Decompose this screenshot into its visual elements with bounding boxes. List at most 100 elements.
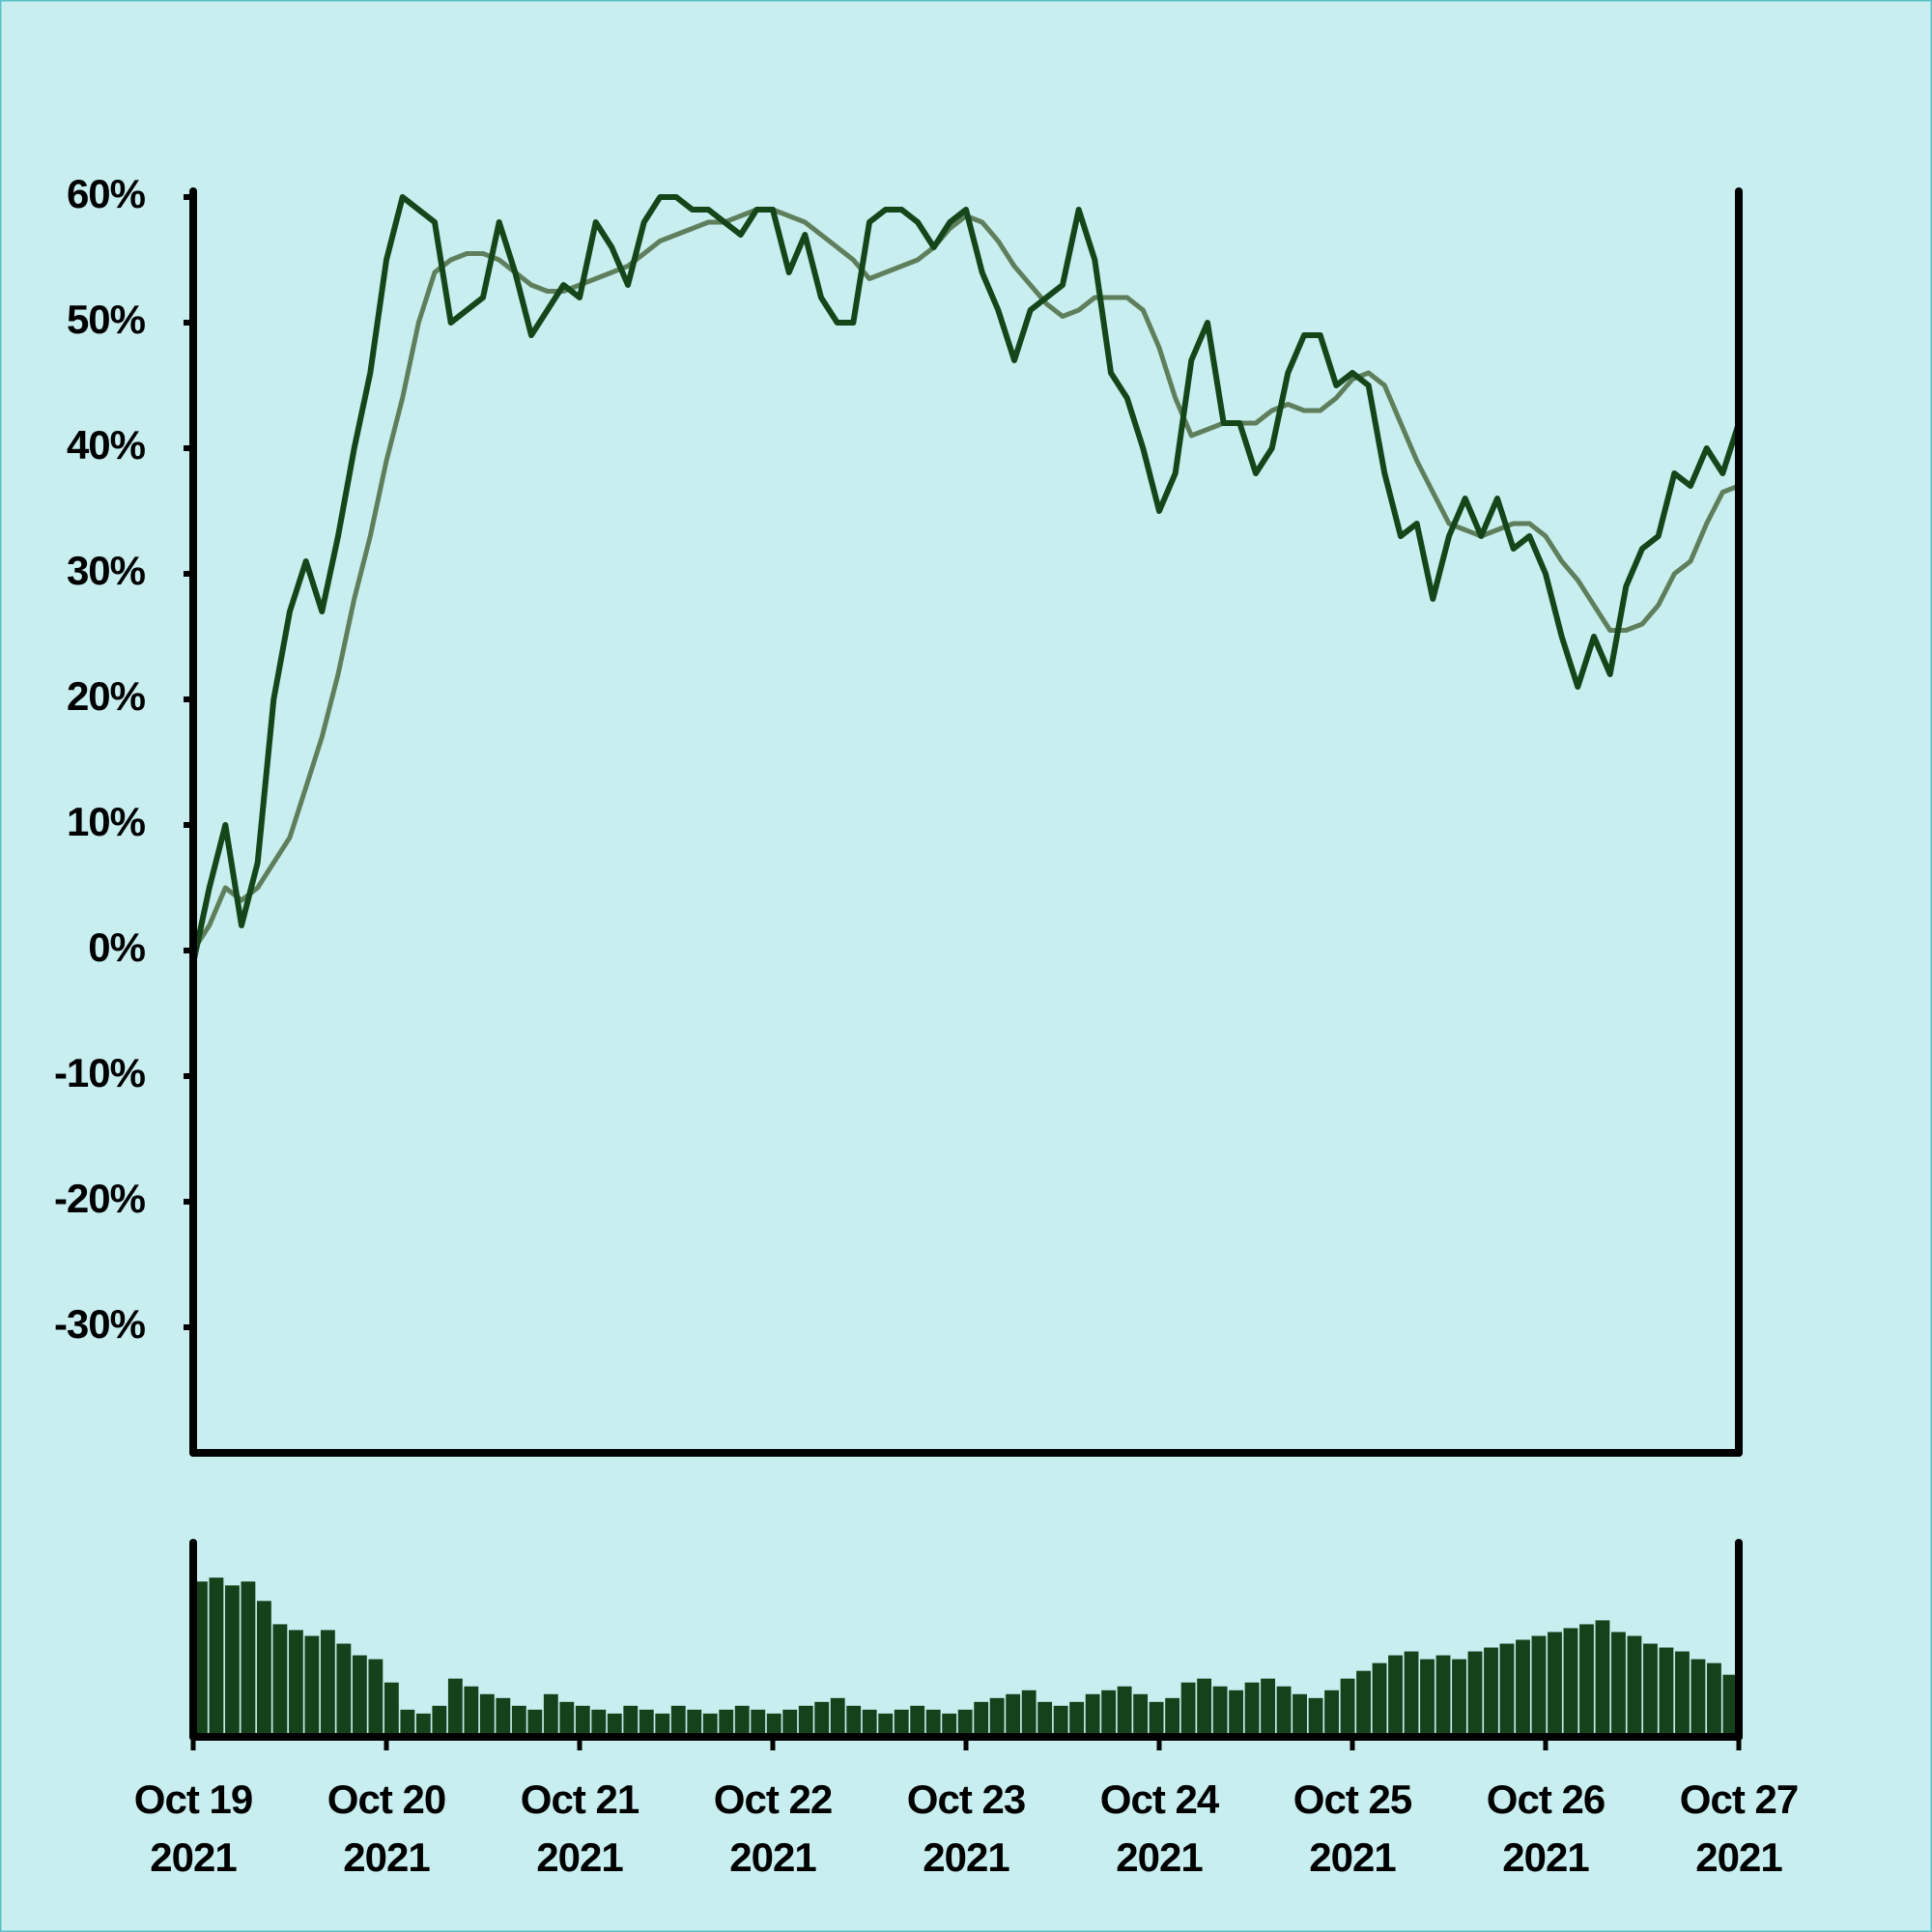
volume-bar	[575, 1705, 590, 1737]
volume-bar	[957, 1709, 973, 1737]
volume-bar	[1467, 1651, 1483, 1737]
volume-bar	[1531, 1635, 1547, 1737]
volume-bar	[655, 1713, 670, 1737]
volume-bar	[1053, 1705, 1068, 1737]
volume-bar	[1435, 1655, 1451, 1737]
y-tick-label: 30%	[67, 548, 146, 593]
volume-bar	[751, 1709, 766, 1737]
volume-bar	[878, 1713, 894, 1737]
volume-bar	[1595, 1620, 1610, 1737]
volume-bar	[894, 1709, 909, 1737]
volume-bar	[670, 1705, 686, 1737]
volume-bar	[702, 1713, 718, 1737]
x-tick-label: Oct 19	[134, 1776, 252, 1822]
volume-bar	[974, 1701, 989, 1737]
volume-bar	[1276, 1686, 1292, 1737]
volume-bar	[782, 1709, 798, 1737]
volume-bar	[224, 1585, 240, 1737]
volume-bar	[464, 1686, 479, 1737]
volume-bar	[511, 1705, 526, 1737]
volume-bar	[798, 1705, 813, 1737]
volume-bar	[623, 1705, 639, 1737]
x-tick-label: Oct 26	[1487, 1776, 1605, 1822]
volume-bar	[432, 1705, 447, 1737]
x-tick-label: 2021	[729, 1834, 816, 1880]
volume-bar	[1452, 1659, 1466, 1737]
volume-bar	[1707, 1662, 1721, 1737]
volume-bar	[527, 1709, 543, 1737]
volume-bar	[384, 1682, 399, 1737]
volume-bar	[496, 1697, 511, 1737]
volume-bar	[1197, 1678, 1212, 1737]
volume-bar	[1659, 1647, 1674, 1737]
volume-bar	[830, 1697, 845, 1737]
x-tick-label: 2021	[343, 1834, 430, 1880]
y-tick-label: -20%	[54, 1176, 146, 1221]
x-tick-label: 2021	[923, 1834, 1009, 1880]
volume-bar	[1340, 1678, 1355, 1737]
volume-bar	[639, 1709, 654, 1737]
volume-bar	[1101, 1690, 1117, 1737]
x-tick-label: Oct 22	[714, 1776, 832, 1822]
y-tick-label: -10%	[54, 1050, 146, 1095]
volume-bar	[415, 1713, 431, 1737]
volume-bar	[1212, 1686, 1228, 1737]
volume-bar	[1548, 1632, 1562, 1737]
x-tick-label: Oct 20	[327, 1776, 445, 1822]
volume-bar	[1308, 1697, 1323, 1737]
y-tick-label: -30%	[54, 1301, 146, 1347]
volume-bar	[1261, 1678, 1275, 1737]
volume-bar	[1117, 1686, 1132, 1737]
x-tick-label: 2021	[150, 1834, 237, 1880]
volume-bar	[400, 1709, 415, 1737]
volume-bar	[846, 1705, 862, 1737]
y-tick-label: 40%	[67, 422, 146, 468]
volume-bar	[989, 1697, 1005, 1737]
volume-bar	[1722, 1674, 1738, 1737]
line	[190, 194, 1742, 964]
volume-bar	[447, 1678, 463, 1737]
volume-bar	[272, 1624, 288, 1737]
volume-bar	[1133, 1693, 1149, 1737]
y-tick-label: 10%	[67, 799, 146, 844]
volume-bar	[1388, 1655, 1403, 1737]
volume-bar	[1021, 1690, 1037, 1737]
volume-bar	[304, 1635, 320, 1737]
volume-bar	[1006, 1693, 1021, 1737]
volume-bar	[1627, 1635, 1642, 1737]
volume-bar	[336, 1643, 352, 1737]
volume-bar	[862, 1709, 877, 1737]
volume-bar	[1690, 1659, 1706, 1737]
volume-bar	[591, 1709, 607, 1737]
volume-bar	[942, 1713, 957, 1737]
volume-bar	[1149, 1701, 1164, 1737]
volume-bar	[766, 1713, 781, 1737]
volume-bar	[1180, 1682, 1196, 1737]
volume-bar	[1675, 1651, 1690, 1737]
volume-bar	[687, 1709, 702, 1737]
x-tick-label: Oct 24	[1100, 1776, 1220, 1822]
x-tick-label: 2021	[536, 1834, 623, 1880]
x-tick-label: Oct 21	[521, 1776, 639, 1822]
volume-bar	[1293, 1693, 1307, 1737]
y-tick-label: 0%	[88, 924, 145, 970]
volume-bar	[543, 1693, 558, 1737]
volume-bar	[1372, 1662, 1387, 1737]
volume-bar	[1085, 1693, 1100, 1737]
x-tick-label: Oct 23	[907, 1776, 1025, 1822]
volume-bar	[320, 1630, 335, 1737]
volume-bar	[1499, 1643, 1515, 1737]
volume-bar	[241, 1581, 256, 1737]
volume-bar	[1579, 1624, 1594, 1737]
volume-bar	[814, 1701, 830, 1737]
volume-bar	[288, 1630, 303, 1737]
volume-bar	[256, 1601, 271, 1737]
volume-bar	[368, 1659, 384, 1737]
volume-bar	[734, 1705, 750, 1737]
x-tick-label: 2021	[1116, 1834, 1203, 1880]
volume-bar	[1404, 1651, 1419, 1737]
y-tick-label: 60%	[67, 171, 146, 216]
volume-bar	[479, 1693, 495, 1737]
